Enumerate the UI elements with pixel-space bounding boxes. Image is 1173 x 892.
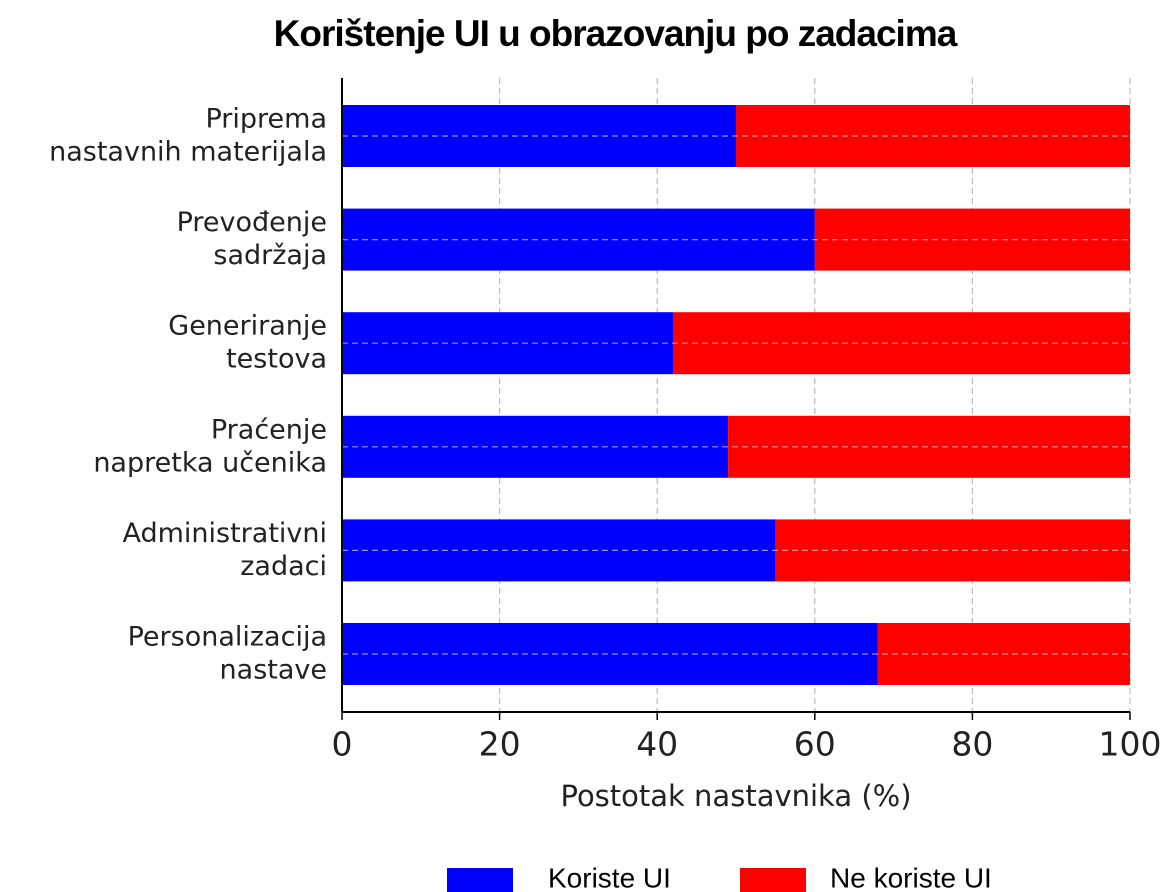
legend-label: Ne koriste UI [830,862,992,892]
x-tick-label: 40 [636,725,678,764]
x-tick-label: 20 [479,725,521,764]
y-tick-label: Personalizacija nastave [128,621,327,685]
y-tick-label: Administrativni zadaci [122,517,327,581]
legend-swatch [447,868,513,892]
legend-label: Koriste UI [548,862,671,892]
y-tick-label: Priprema nastavnih materijala [49,103,327,167]
x-axis-label: Postotak nastavnika (%) [560,779,911,813]
bar [342,623,878,685]
x-tick-label: 80 [951,725,993,764]
bar [672,312,1130,375]
chart-title: Korištenje UI u obrazovanju po zadacima [274,13,958,54]
x-tick-label: 0 [332,725,353,764]
y-tick-label: Generiranje testova [168,310,327,374]
y-tick-label: Prevođenje sadržaja [177,207,327,271]
bar [728,415,1130,478]
x-tick-label: 60 [794,725,836,764]
x-tick-label: 100 [1099,725,1162,764]
y-tick-label: Praćenje napretka učenika [93,414,327,478]
legend-swatch [740,868,806,892]
